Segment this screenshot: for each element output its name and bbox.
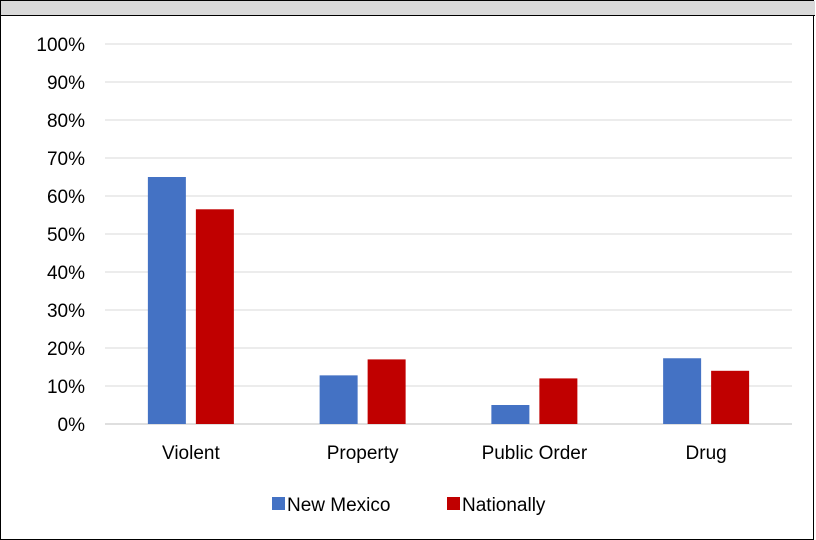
legend-label: New Mexico bbox=[287, 495, 390, 516]
bar-new-mexico-property bbox=[319, 375, 358, 424]
legend-swatch bbox=[447, 497, 460, 510]
x-category-label: Property bbox=[327, 443, 399, 464]
bar-new-mexico-drug bbox=[663, 358, 702, 424]
legend: New Mexico Nationally bbox=[272, 495, 546, 516]
y-axis-ticks: 0% 10% 20% 30% 40% 50% 60% 70% 80% 90% 100% bbox=[36, 35, 85, 436]
y-tick-label: 90% bbox=[47, 73, 85, 94]
y-tick-label: 80% bbox=[47, 111, 85, 132]
x-axis-categories: Violent Property Public Order Drug bbox=[162, 443, 727, 464]
y-tick-label: 10% bbox=[47, 377, 85, 398]
bars bbox=[147, 177, 750, 424]
y-tick-label: 20% bbox=[47, 339, 85, 360]
bar-nationally-violent bbox=[195, 209, 234, 424]
y-tick-label: 30% bbox=[47, 301, 85, 322]
y-tick-label: 50% bbox=[47, 225, 85, 246]
y-tick-label: 40% bbox=[47, 263, 85, 284]
gridlines bbox=[105, 43, 792, 425]
bar-nationally-public-order bbox=[539, 378, 578, 424]
title-band bbox=[1, 1, 815, 16]
y-tick-label: 70% bbox=[47, 149, 85, 170]
y-tick-label: 0% bbox=[58, 415, 86, 436]
bar-new-mexico-public-order bbox=[491, 405, 530, 424]
bar-new-mexico-violent bbox=[147, 177, 186, 424]
y-tick-label: 100% bbox=[36, 35, 85, 56]
x-category-label: Violent bbox=[162, 443, 220, 464]
x-category-label: Drug bbox=[686, 443, 727, 464]
x-category-label: Public Order bbox=[482, 443, 588, 464]
legend-label: Nationally bbox=[462, 495, 546, 516]
legend-swatch bbox=[272, 497, 285, 510]
bar-nationally-property bbox=[367, 359, 406, 424]
bar-nationally-drug bbox=[711, 370, 750, 424]
y-tick-label: 60% bbox=[47, 187, 85, 208]
